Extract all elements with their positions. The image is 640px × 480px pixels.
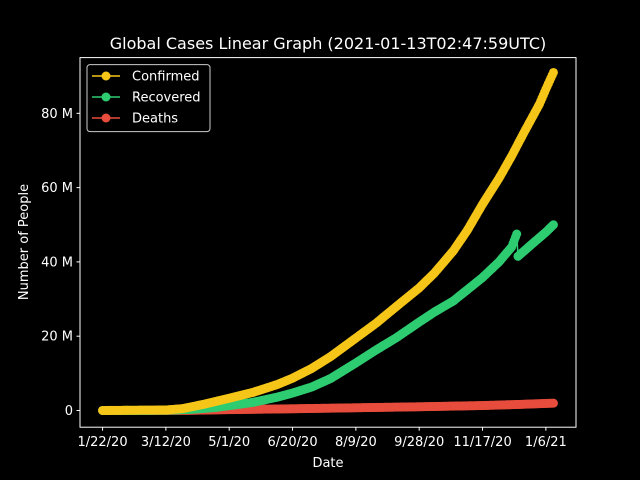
legend-entry-confirmed: Confirmed [92,70,200,85]
series-confirmed [98,67,558,415]
x-axis: 1/22/20 3/12/20 5/1/20 6/20/20 8/9/20 9/28/20… [77,427,567,450]
data-point-confirmed [548,67,558,77]
y-axis-label: Number of People [17,184,32,300]
x-tick-label: 6/20/20 [267,435,317,450]
x-tick-label: 11/17/20 [453,435,511,450]
data-point-deaths [548,398,558,408]
chart-title: Global Cases Linear Graph (2021-01-13T02… [110,34,547,53]
y-tick-label: 60 M [41,181,73,196]
legend-label-confirmed: Confirmed [132,70,200,85]
x-tick-label: 3/12/20 [141,435,191,450]
series-layer [98,67,558,415]
legend-label-recovered: Recovered [132,91,201,106]
legend-marker-recovered [101,92,111,102]
plot-frame [79,57,577,428]
legend-label-deaths: Deaths [132,112,178,127]
y-tick-label: 20 M [41,330,73,345]
legend-entry-deaths: Deaths [92,112,178,127]
x-tick-label: 5/1/20 [208,435,250,450]
legend-box [86,64,211,133]
legend-marker-deaths [101,113,111,123]
y-tick-label: 40 M [41,255,73,270]
x-tick-label: 1/22/20 [77,435,127,450]
legend-entry-recovered: Recovered [92,91,201,106]
data-point-recovered [548,220,558,230]
data-point-recovered [512,229,522,239]
x-axis-label: Date [312,456,343,471]
x-tick-label: 1/6/21 [525,435,567,450]
legend-marker-confirmed [101,71,111,81]
y-tick-label: 0 [65,404,73,419]
x-tick-label: 8/9/20 [335,435,377,450]
legend: Confirmed Recovered Deaths [86,64,211,133]
y-axis: 0 20 M 40 M 60 M 80 M [41,107,80,419]
y-tick-label: 80 M [41,107,73,122]
x-tick-label: 9/28/20 [394,435,444,450]
